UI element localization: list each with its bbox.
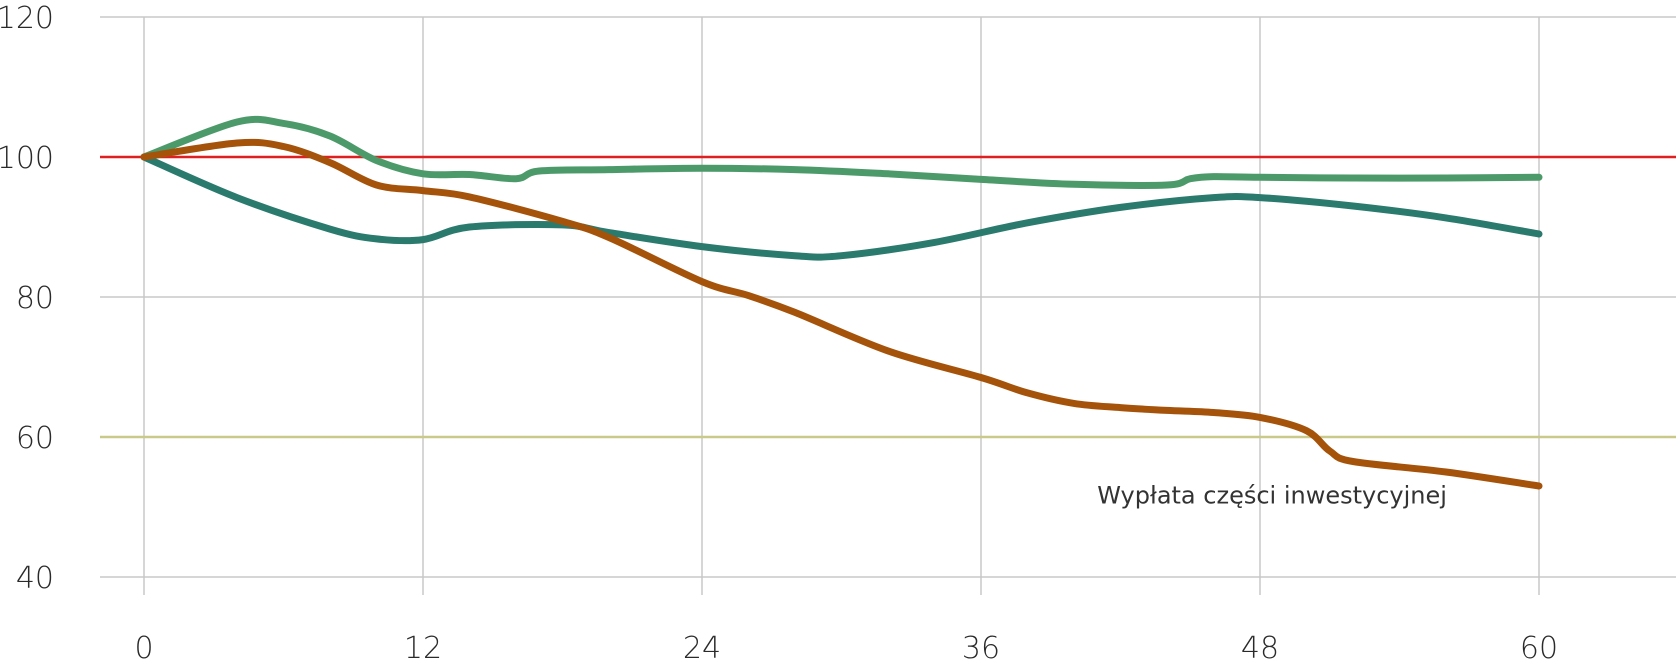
y-tick-label: 100: [0, 141, 54, 176]
y-tick-label: 80: [16, 281, 54, 316]
x-tick-label: 12: [404, 631, 442, 659]
series-line-3: [140, 138, 1543, 490]
x-tick-label: 24: [683, 631, 721, 659]
series-line-2: [140, 153, 1543, 261]
x-tick-label: 48: [1241, 631, 1279, 659]
y-tick-label: 60: [16, 421, 54, 456]
series-line-1: [140, 115, 1543, 189]
x-tick-label: 0: [134, 631, 153, 659]
y-tick-label: 40: [16, 561, 54, 596]
series-lines: [140, 115, 1543, 490]
y-tick-label: 120: [0, 1, 54, 36]
x-tick-label: 36: [962, 631, 1000, 659]
x-tick-label: 60: [1520, 631, 1558, 659]
annotations: Wypłata części inwestycyjnej: [1097, 482, 1447, 510]
annotation-label: Wypłata części inwestycyjnej: [1097, 482, 1447, 510]
tick-labels: 40 60 80 100 120 0 12 24 36 48 60: [0, 1, 1558, 659]
